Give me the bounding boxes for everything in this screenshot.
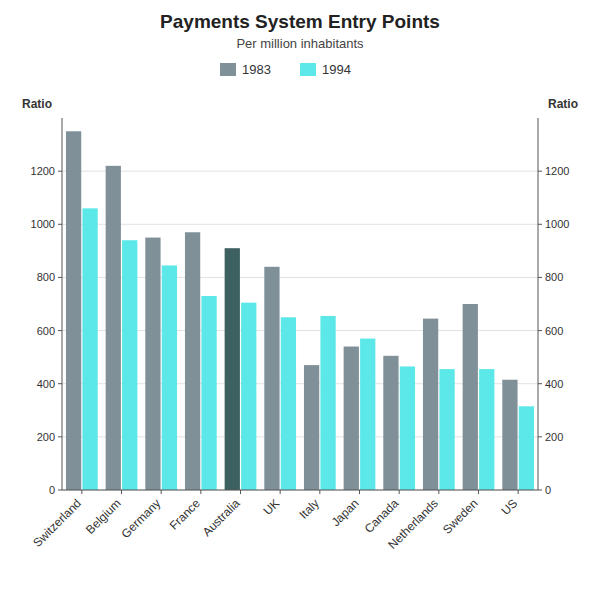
y2-tick (538, 171, 542, 172)
grid-line (62, 224, 538, 225)
bar (185, 232, 200, 490)
grid-line (62, 171, 538, 172)
bar (106, 166, 121, 490)
y-tick-label: 1000 (31, 218, 55, 230)
x-tick-label: Australia (200, 496, 243, 539)
bar (122, 240, 137, 490)
bar (383, 356, 398, 490)
y2-tick (538, 330, 542, 331)
x-tick-label: UK (261, 496, 283, 518)
legend: 1983 1994 (220, 62, 351, 77)
y-axis-line (62, 118, 63, 490)
x-tick (319, 490, 320, 494)
x-tick-label: Canada (362, 496, 402, 536)
x-tick (240, 490, 241, 494)
y-tick (58, 330, 62, 331)
x-tick (81, 490, 82, 494)
bar (463, 304, 478, 490)
x-tick-label: France (167, 496, 204, 533)
x-tick (359, 490, 360, 494)
y2-tick-label: 200 (545, 431, 563, 443)
bar (479, 369, 494, 490)
bar (400, 366, 415, 490)
y2-tick (538, 383, 542, 384)
bar (82, 208, 97, 490)
y2-tick (538, 277, 542, 278)
bar (344, 347, 359, 490)
y-tick (58, 277, 62, 278)
y-axis: 0 200 400 600 800 1000 1200 (31, 165, 538, 496)
title: Payments System Entry Points (160, 11, 440, 32)
y-tick-label: 1200 (31, 165, 55, 177)
x-tick-label: Switzerland (30, 496, 84, 550)
x-tick (438, 490, 439, 494)
y-tick-label: 0 (49, 484, 55, 496)
bar (360, 339, 375, 490)
bar (320, 316, 335, 490)
bar (304, 365, 319, 490)
y-tick-label: 600 (37, 325, 55, 337)
y-tick (58, 436, 62, 437)
bar (225, 248, 240, 490)
subtitle: Per million inhabitants (236, 36, 364, 51)
y2-tick (538, 224, 542, 225)
x-tick (399, 490, 400, 494)
y2-axis: 0 200 400 600 800 1000 1200 (538, 118, 569, 496)
y-tick-label: 200 (37, 431, 55, 443)
x-axis: SwitzerlandBelgiumGermanyFranceAustralia… (30, 490, 520, 552)
x-tick (200, 490, 201, 494)
legend-label: 1994 (322, 62, 351, 77)
x-tick-label: Japan (329, 496, 362, 529)
y-axis-label: Ratio (22, 97, 52, 111)
y2-tick (538, 436, 542, 437)
y2-tick-label: 800 (545, 271, 563, 283)
y-tick-label: 400 (37, 378, 55, 390)
bar (264, 267, 279, 490)
x-tick (121, 490, 122, 494)
x-tick-label: Netherlands (385, 496, 441, 552)
x-tick-label: Sweden (440, 496, 481, 537)
y2-axis-label: Ratio (548, 97, 578, 111)
y-tick (58, 383, 62, 384)
bar (519, 406, 534, 490)
x-tick (161, 490, 162, 494)
y2-tick-label: 400 (545, 378, 563, 390)
y-tick (58, 490, 62, 491)
y2-tick (538, 490, 542, 491)
bar (145, 238, 160, 490)
bars (66, 131, 534, 490)
grid-line (62, 490, 538, 491)
bar (162, 265, 177, 490)
y2-tick-label: 1000 (545, 218, 569, 230)
bar (241, 303, 256, 490)
x-tick (518, 490, 519, 494)
y2-tick-label: 0 (545, 484, 551, 496)
chart: Payments System Entry Points Per million … (0, 0, 600, 603)
y-tick (58, 171, 62, 172)
x-tick (478, 490, 479, 494)
x-tick (280, 490, 281, 494)
x-tick-label: Germany (118, 496, 163, 541)
y2-axis-line (538, 118, 539, 490)
x-axis-line (62, 490, 538, 491)
y-tick-label: 800 (37, 271, 55, 283)
y2-tick-label: 600 (545, 325, 563, 337)
legend-swatch (220, 63, 236, 76)
x-tick-label: US (499, 496, 521, 518)
legend-swatch (300, 63, 316, 76)
x-tick-label: Italy (296, 496, 321, 521)
bar (201, 296, 216, 490)
bar (66, 131, 81, 490)
legend-label: 1983 (242, 62, 271, 77)
y-tick (58, 224, 62, 225)
bar (423, 319, 438, 490)
y2-tick-label: 1200 (545, 165, 569, 177)
bar (439, 369, 454, 490)
bar (281, 317, 296, 490)
bar (502, 380, 517, 490)
